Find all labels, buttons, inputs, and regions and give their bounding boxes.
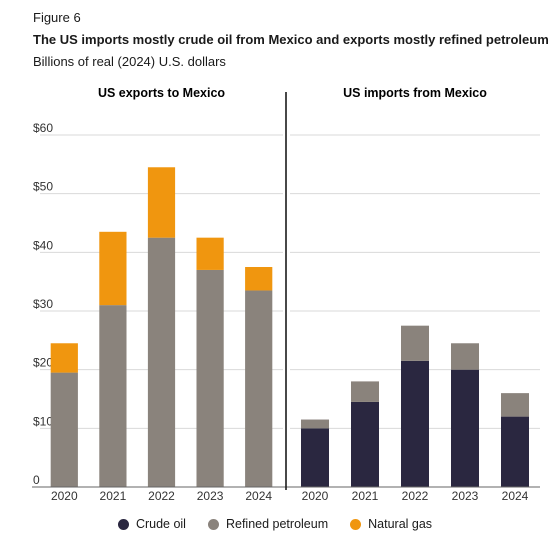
- bar-refined-petroleum-2022-us-exports-to-mexico: [147, 237, 176, 487]
- legend-swatch-crude-oil: [117, 518, 129, 530]
- x-tick-label-2022-us-exports-to-mexico: 2022: [148, 489, 175, 503]
- bar-crude-oil-2024-us-imports-from-mexico: [501, 416, 529, 487]
- y-tick-label-10: $10: [33, 414, 53, 428]
- bar-crude-oil-2022-us-imports-from-mexico: [401, 360, 429, 487]
- y-tick-label-20: $20: [33, 356, 53, 370]
- x-tick-label-2024-us-exports-to-mexico: 2024: [245, 489, 272, 503]
- legend: Crude oil Refined petroleum Natural gas: [0, 517, 550, 531]
- legend-item-refined-petroleum: Refined petroleum: [207, 517, 329, 531]
- x-tick-label-2024-us-imports-from-mexico: 2024: [502, 489, 529, 503]
- bar-refined-petroleum-2024-us-imports-from-mexico: [501, 393, 529, 417]
- legend-label-crude-oil: Crude oil: [135, 517, 186, 531]
- chart-subtitle: Billions of real (2024) U.S. dollars: [33, 54, 226, 69]
- bar-crude-oil-2020-us-imports-from-mexico: [301, 428, 329, 487]
- bar-refined-petroleum-2023-us-imports-from-mexico: [451, 343, 479, 370]
- legend-label-refined-petroleum: Refined petroleum: [225, 517, 329, 531]
- figure-label: Figure 6: [33, 10, 81, 25]
- bar-crude-oil-2023-us-imports-from-mexico: [451, 369, 479, 487]
- bar-refined-petroleum-2024-us-exports-to-mexico: [245, 290, 273, 487]
- legend-item-natural-gas: Natural gas: [350, 517, 432, 531]
- bar-natural-gas-2022-us-exports-to-mexico: [147, 167, 176, 238]
- bar-refined-petroleum-2020-us-exports-to-mexico: [50, 372, 78, 487]
- bar-natural-gas-2020-us-exports-to-mexico: [50, 343, 78, 373]
- bar-natural-gas-2024-us-exports-to-mexico: [245, 267, 273, 291]
- y-tick-label-50: $50: [33, 180, 53, 194]
- legend-swatch-refined-petroleum: [207, 518, 219, 530]
- y-tick-label-60: $60: [33, 121, 53, 135]
- bar-natural-gas-2021-us-exports-to-mexico: [99, 231, 127, 306]
- bar-refined-petroleum-2021-us-exports-to-mexico: [99, 305, 127, 487]
- y-tick-label-0: 0: [33, 473, 40, 487]
- x-tick-label-2020-us-imports-from-mexico: 2020: [302, 489, 329, 503]
- chart-canvas: US exports to Mexico 0 $10 $20 $30 $40 $50 $60 2…: [32, 86, 540, 503]
- panel-title-us-imports-from-mexico: US imports from Mexico: [343, 86, 487, 100]
- bar-natural-gas-2023-us-exports-to-mexico: [196, 237, 224, 270]
- x-tick-label-2022-us-imports-from-mexico: 2022: [402, 489, 429, 503]
- x-tick-label-2021-us-imports-from-mexico: 2021: [352, 489, 379, 503]
- panel-title-us-exports-to-mexico: US exports to Mexico: [98, 86, 225, 100]
- x-tick-label-2020-us-exports-to-mexico: 2020: [51, 489, 78, 503]
- x-tick-label-2023-us-imports-from-mexico: 2023: [452, 489, 479, 503]
- legend-item-crude-oil: Crude oil: [117, 517, 186, 531]
- legend-swatch-natural-gas: [350, 518, 362, 530]
- chart-title: The US imports mostly crude oil from Mex…: [33, 32, 549, 47]
- x-tick-label-2021-us-exports-to-mexico: 2021: [100, 489, 127, 503]
- bar-refined-petroleum-2020-us-imports-from-mexico: [301, 419, 329, 429]
- bar-crude-oil-2021-us-imports-from-mexico: [351, 401, 379, 487]
- bar-refined-petroleum-2023-us-exports-to-mexico: [196, 269, 224, 487]
- y-tick-label-40: $40: [33, 238, 53, 252]
- bar-refined-petroleum-2022-us-imports-from-mexico: [401, 325, 429, 361]
- x-tick-label-2023-us-exports-to-mexico: 2023: [197, 489, 224, 503]
- bar-refined-petroleum-2021-us-imports-from-mexico: [351, 381, 379, 402]
- y-tick-label-30: $30: [33, 297, 53, 311]
- legend-label-natural-gas: Natural gas: [368, 517, 433, 531]
